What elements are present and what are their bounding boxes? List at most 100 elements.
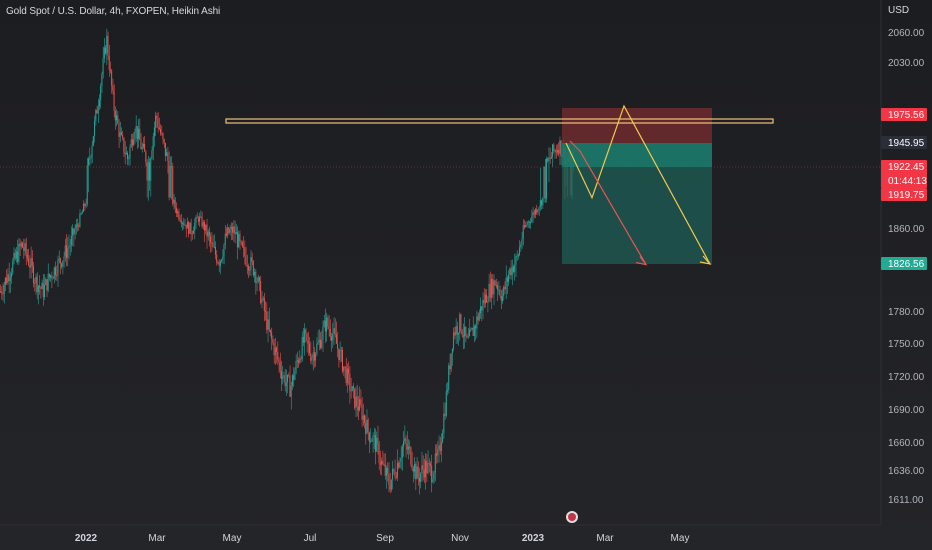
candle-body: [101, 74, 103, 86]
price-label-current: [881, 160, 927, 188]
candle-body: [289, 375, 291, 397]
candle-body: [4, 277, 6, 286]
candle-body: [57, 259, 59, 276]
time-axis-label: 2022: [75, 533, 98, 544]
candle-body: [526, 224, 528, 226]
candle-body: [387, 467, 389, 474]
candle-body: [250, 257, 252, 270]
candle-body: [468, 329, 470, 337]
candle-body: [516, 255, 518, 257]
candle-body: [80, 213, 82, 215]
candle-body: [58, 258, 60, 260]
candle-body: [233, 226, 235, 233]
candle-body: [244, 247, 246, 257]
candle-body: [35, 276, 37, 283]
candle-body: [477, 316, 479, 321]
candle-body: [164, 142, 166, 157]
candle-body: [70, 235, 72, 246]
candle-body: [78, 225, 80, 227]
reward-zone-active[interactable]: [562, 143, 712, 167]
candle-body: [152, 136, 154, 151]
candle-body: [454, 332, 456, 336]
candle-body: [457, 333, 459, 335]
candle-body: [98, 100, 100, 107]
candle-body: [188, 221, 190, 234]
candle-body: [450, 353, 452, 370]
candle-body: [150, 158, 152, 181]
risk-zone[interactable]: [562, 108, 712, 143]
candle-body: [417, 466, 419, 478]
candle-body: [293, 375, 295, 380]
candle-body: [503, 286, 505, 297]
candle-body: [368, 432, 370, 442]
time-axis-label: Sep: [376, 533, 394, 544]
candle-body: [519, 247, 521, 255]
candle-body: [89, 158, 91, 160]
candle-body: [541, 200, 543, 206]
candle-body: [130, 139, 132, 148]
candle-body: [329, 328, 331, 337]
candle-body: [278, 359, 280, 362]
candle-body: [549, 157, 551, 159]
candle-body: [261, 298, 263, 304]
candle-body: [409, 446, 411, 448]
candle-body: [59, 258, 61, 264]
reward-zone[interactable]: [562, 167, 712, 264]
candle-body: [218, 262, 220, 266]
candle-body: [532, 212, 534, 217]
candle-body: [306, 333, 308, 341]
candle-body: [116, 115, 117, 121]
candle-body: [357, 406, 359, 411]
candle-body: [411, 464, 413, 469]
candle-body: [533, 212, 535, 215]
price-tick-label: 1860.00: [888, 224, 925, 235]
price-tick-label: 1780.00: [888, 307, 925, 318]
price-tick-label: 1660.00: [888, 438, 925, 449]
candle-body: [123, 137, 125, 153]
price-label-current-text: 1922.45: [888, 162, 925, 173]
candle-body: [177, 211, 179, 214]
candle-body: [350, 390, 352, 392]
candle-body: [302, 337, 304, 343]
candle-body: [405, 438, 407, 444]
candle-body: [148, 162, 150, 181]
candle-body: [196, 217, 198, 219]
candle-body: [323, 320, 325, 327]
projection-path-red[interactable]: [569, 140, 647, 265]
candle-body: [470, 329, 472, 331]
candle-body: [191, 233, 193, 235]
price-tick-label: 1690.00: [888, 405, 925, 416]
candle-body: [18, 243, 20, 262]
candle-body: [41, 282, 43, 289]
candle-body: [228, 227, 230, 234]
candle-body: [425, 460, 426, 478]
candle-body: [489, 283, 491, 298]
candle-body: [31, 258, 33, 266]
candle-body: [443, 413, 445, 434]
price-tick-label: 1636.00: [888, 466, 925, 477]
candle-body: [21, 242, 23, 248]
price-label-target: [881, 257, 927, 270]
candle-body: [247, 266, 249, 271]
candle-body: [416, 466, 418, 480]
resistance-line[interactable]: [225, 118, 774, 124]
candle-body: [236, 232, 238, 248]
projection-path-yellow[interactable]: [565, 104, 711, 265]
candle-body: [388, 473, 390, 486]
candle-body: [257, 277, 259, 282]
candle-body: [456, 326, 458, 335]
candle-body: [67, 248, 69, 258]
candle-body: [91, 145, 93, 157]
candle-body: [138, 128, 139, 139]
candle-body: [122, 134, 124, 138]
candle-body: [492, 278, 494, 295]
candle-body: [266, 311, 268, 330]
candle-body: [268, 319, 270, 330]
candle-body: [498, 289, 500, 291]
candle-body: [552, 144, 553, 157]
candle-body: [65, 245, 67, 258]
candle-body: [51, 275, 53, 279]
candle-body: [63, 256, 65, 261]
